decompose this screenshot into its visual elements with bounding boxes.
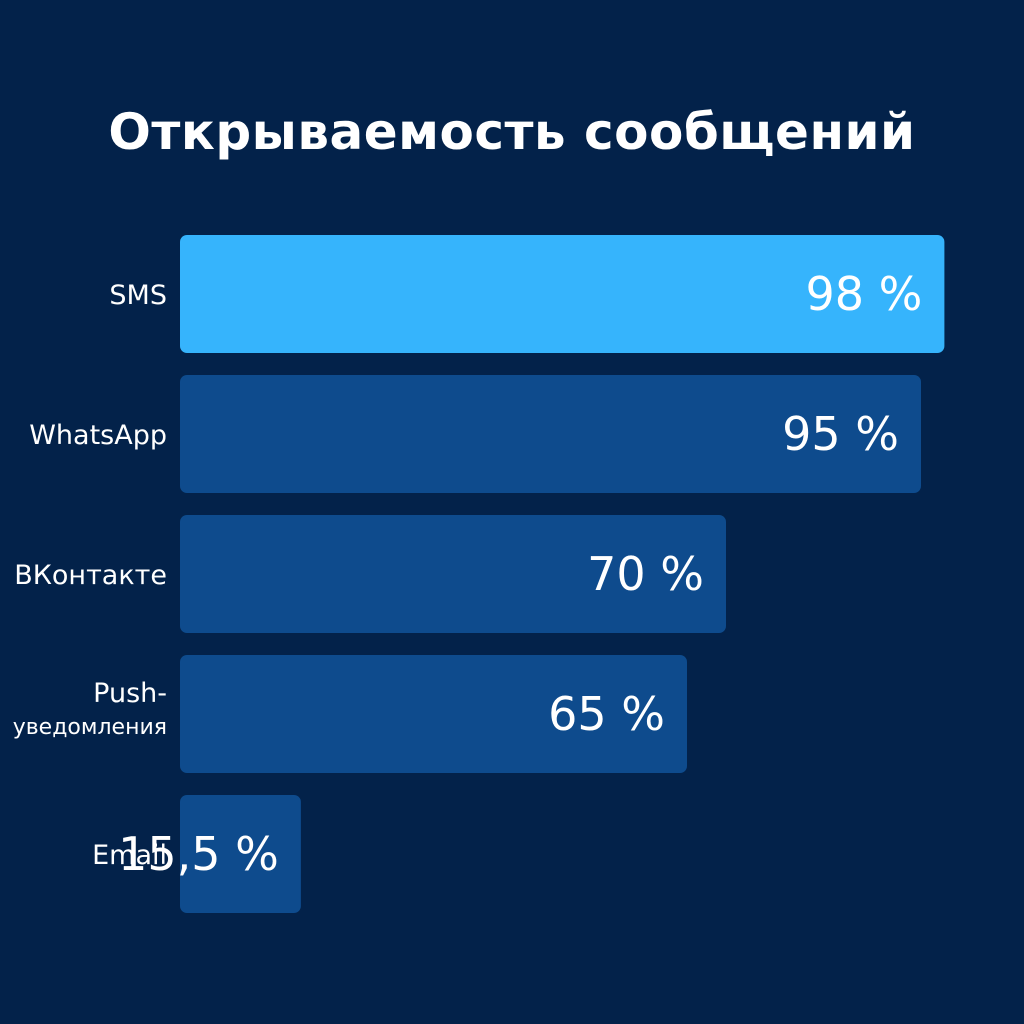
category-label-2: ВКонтакте bbox=[14, 560, 167, 591]
value-label-3: 65 % bbox=[548, 687, 665, 741]
bar-4 bbox=[180, 795, 301, 913]
bar-1 bbox=[180, 375, 921, 493]
category-label-1: WhatsApp bbox=[29, 420, 167, 451]
category-label-4: Email bbox=[92, 840, 167, 871]
category-label-3: Push-уведомления bbox=[13, 678, 167, 740]
bar-2 bbox=[180, 515, 726, 633]
value-label-4: 15,5 % bbox=[118, 827, 279, 881]
bar-0 bbox=[180, 235, 945, 353]
value-label-2: 70 % bbox=[587, 547, 704, 601]
bar-3 bbox=[180, 655, 687, 773]
value-label-0: 98 % bbox=[806, 267, 923, 321]
category-label-0: SMS bbox=[109, 280, 167, 311]
chart-title: Открываемость сообщений bbox=[108, 103, 916, 161]
value-label-1: 95 % bbox=[782, 407, 899, 461]
